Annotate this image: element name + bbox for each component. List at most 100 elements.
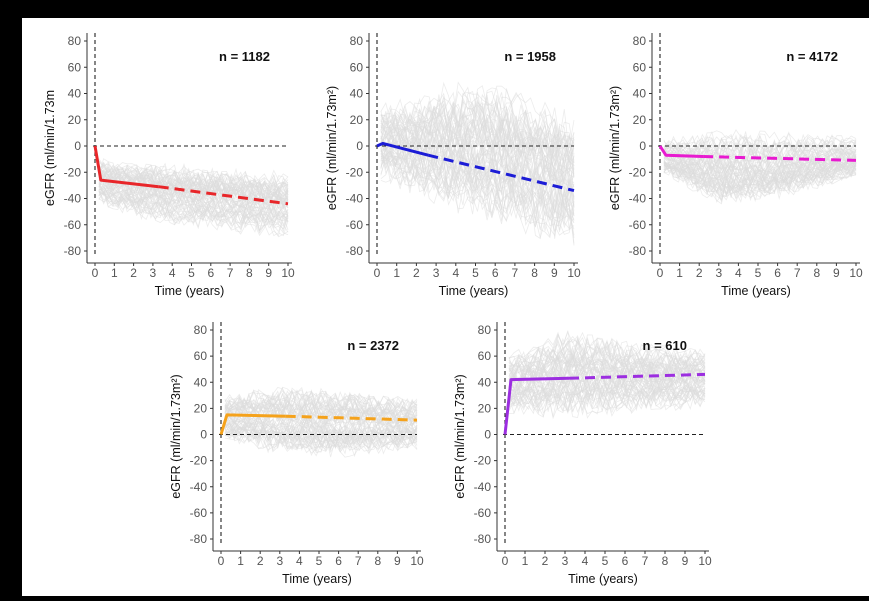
trajectory-line [508,340,706,377]
y-axis-label: eGFR (ml/min/1.73m [43,90,57,206]
trajectory-line [663,165,857,203]
trajectory-line [98,176,289,208]
trajectory-line [224,421,418,445]
x-tick-label: 9 [265,266,272,280]
x-tick-label: 4 [735,266,742,280]
trajectory-line [663,161,857,201]
trajectory-line [224,389,418,417]
x-axis-label: Time (years) [439,284,509,298]
trajectory-line [98,164,289,197]
trajectory-line [380,102,575,178]
trajectory-line [380,127,575,181]
trajectory-line [380,161,575,246]
trajectory-line [508,387,706,418]
trajectory-line [663,164,857,196]
trajectory-line [224,416,418,444]
trajectory-line [663,139,857,165]
trajectory-line [380,146,575,208]
x-tick-label: 6 [774,266,781,280]
trajectory-line [98,186,289,227]
trajectory-line [224,427,418,458]
trajectory-line [663,160,857,198]
y-tick-label: 40 [68,87,82,101]
y-tick-label: 20 [478,401,492,415]
y-tick-label: 0 [356,139,363,153]
trajectory-line [224,429,418,454]
trajectory-line [380,153,575,237]
y-tick-label: 0 [484,428,491,442]
trajectory-line [98,190,289,238]
trajectory-line [224,392,418,420]
y-tick-label: -20 [346,165,364,179]
trajectory-line [98,182,289,217]
trajectory-line [663,163,857,196]
y-tick-label: 80 [478,323,492,337]
trajectory-line [508,337,706,369]
y-tick-label: 60 [350,60,364,74]
projected-trend-line [427,153,575,193]
trajectory-line [508,383,706,412]
trajectory-line [224,411,418,439]
x-tick-label: 10 [698,554,712,568]
x-tick-label: 4 [452,266,459,280]
y-tick-label: -40 [190,480,208,494]
fitted-trend-line [658,145,704,158]
trajectory-line [508,362,706,393]
trajectory-line [98,190,289,234]
y-tick-label: 80 [194,323,208,337]
y-tick-label: -80 [474,532,492,546]
trajectory-line [508,363,706,393]
trajectory-line [98,191,289,226]
y-tick-label: -60 [474,506,492,520]
x-tick-label: 9 [833,266,840,280]
trajectory-line [224,399,418,423]
x-tick-label: 1 [111,266,118,280]
trajectory-line [380,151,575,230]
x-tick-label: 6 [622,554,629,568]
figure-canvas: 80 60 40 20 0 -20 -40 -60 -80 0 1 2 3 4 5 6 7 8 9 10 Time (y… [22,18,869,596]
trajectory-line [98,187,289,233]
trajectory-line [224,419,418,448]
trajectory-line [508,330,706,374]
trajectory-line [98,173,289,209]
fitted-trend-line [93,145,159,189]
trajectory-line [224,398,418,427]
trajectory-line [380,81,575,155]
trajectory-line [380,117,575,187]
trajectory-line [663,129,857,152]
trajectory-line [98,194,289,237]
y-tick-label: -60 [629,218,647,232]
trajectory-line [663,160,857,201]
trajectory-line [224,424,418,455]
trajectory-line [508,380,706,409]
x-tick-label: 0 [92,266,99,280]
trajectory-line [380,98,575,167]
y-tick-label: 0 [639,139,646,153]
y-tick-label: 20 [633,113,647,127]
trajectory-line [508,373,706,400]
trajectory-line [98,188,289,233]
x-tick-label: 4 [296,554,303,568]
trajectory-line [224,418,418,446]
y-tick-label: 60 [478,349,492,363]
trajectory-line [663,165,857,204]
trajectory-line [508,376,706,407]
trajectory-line [224,389,418,416]
x-tick-label: 6 [492,266,499,280]
individual-trajectories [380,81,575,246]
trajectory-line [224,408,418,435]
x-tick-label: 6 [207,266,214,280]
x-tick-label: 7 [512,266,519,280]
trajectory-line [380,142,575,217]
y-axis-label: eGFR (ml/min/1.73m²) [325,86,339,210]
trajectory-line [663,148,857,175]
projected-trend-line [568,372,706,380]
trajectory-line [380,141,575,210]
trajectory-line [508,331,706,366]
trajectory-line [98,182,289,222]
trajectory-line [508,356,706,391]
trajectory-line [380,90,575,154]
x-tick-label: 9 [394,554,401,568]
x-tick-label: 7 [642,554,649,568]
trajectory-line [98,181,289,224]
